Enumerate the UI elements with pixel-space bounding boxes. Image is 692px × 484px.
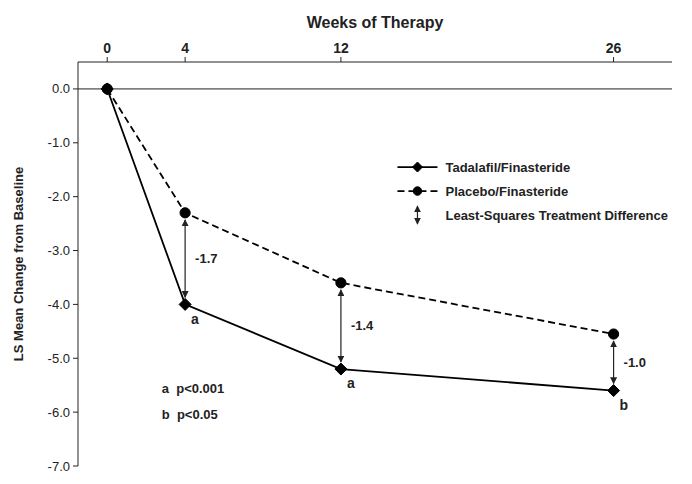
x-tick-label: 0 (103, 40, 111, 56)
y-axis-label: LS Mean Change from Baseline (11, 167, 26, 361)
series-marker (335, 363, 347, 375)
point-label: b (620, 397, 629, 413)
legend-label: Tadalafil/Finasteride (445, 160, 570, 175)
x-tick (185, 57, 186, 62)
series-marker (180, 208, 190, 218)
y-tick (73, 196, 78, 197)
y-tick-label: -5.0 (48, 351, 70, 366)
y-tick (73, 88, 78, 89)
difference-label: -1.4 (351, 318, 374, 333)
difference-label: -1.0 (624, 355, 646, 370)
y-tick (73, 466, 78, 467)
difference-arrow (185, 220, 186, 298)
y-tick-label: -6.0 (48, 405, 70, 420)
difference-label: -1.7 (195, 251, 217, 266)
y-axis: 0.0 -1.0 -2.0 -3.0 -4.0 -5.0 -6.0 -7.0 (48, 62, 78, 474)
series-marker (101, 83, 113, 95)
y-tick-label: -1.0 (48, 135, 70, 150)
y-tick (73, 412, 78, 413)
legend-arrow (417, 206, 418, 224)
x-tick-label: 26 (606, 40, 622, 56)
point-label: a (347, 375, 355, 391)
legend-label: Least-Squares Treatment Difference (445, 208, 668, 223)
annotation: a p<0.001 (162, 381, 225, 396)
legend-marker (413, 187, 422, 196)
plot-area (78, 83, 672, 397)
series-marker (336, 278, 346, 288)
x-tick-label: 12 (333, 40, 349, 56)
reference-line (78, 88, 672, 89)
legend: Tadalafil/Finasteride Placebo/Finasteride… (397, 160, 668, 225)
y-tick-label: -7.0 (48, 459, 70, 474)
series-marker (102, 84, 112, 94)
series-marker (608, 385, 620, 397)
x-tick (340, 57, 341, 62)
annotation: b p<0.05 (162, 407, 218, 422)
y-tick (73, 142, 78, 143)
series-line (107, 89, 613, 391)
x-tick-label: 4 (181, 40, 189, 56)
chart: 0 4 12 26 Weeks of Therapy 0.0 -1.0 -2.0 -3.0 -4.… (0, 0, 692, 484)
legend-label: Placebo/Finasteride (445, 184, 568, 199)
x-axis-line (78, 62, 672, 63)
y-tick (73, 358, 78, 359)
y-tick-label: -3.0 (48, 243, 70, 258)
x-tick (107, 57, 108, 62)
y-tick (73, 250, 78, 251)
series-marker (608, 329, 618, 339)
labels: -1.7 -1.4 -1.0 a a b a p<0.001 b p<0.05 (162, 251, 646, 422)
y-tick (73, 304, 78, 305)
y-tick-label: -4.0 (48, 297, 70, 312)
series-marker (179, 298, 191, 310)
y-tick-label: 0.0 (52, 81, 70, 96)
x-tick (613, 57, 614, 62)
legend-marker (412, 162, 422, 172)
y-axis-line (78, 62, 79, 466)
difference-arrow (340, 290, 341, 362)
point-label: a (191, 311, 199, 327)
y-tick-label: -2.0 (48, 189, 70, 204)
x-axis: 0 4 12 26 (78, 40, 672, 62)
x-axis-label: Weeks of Therapy (307, 14, 444, 31)
difference-arrow (613, 341, 614, 384)
